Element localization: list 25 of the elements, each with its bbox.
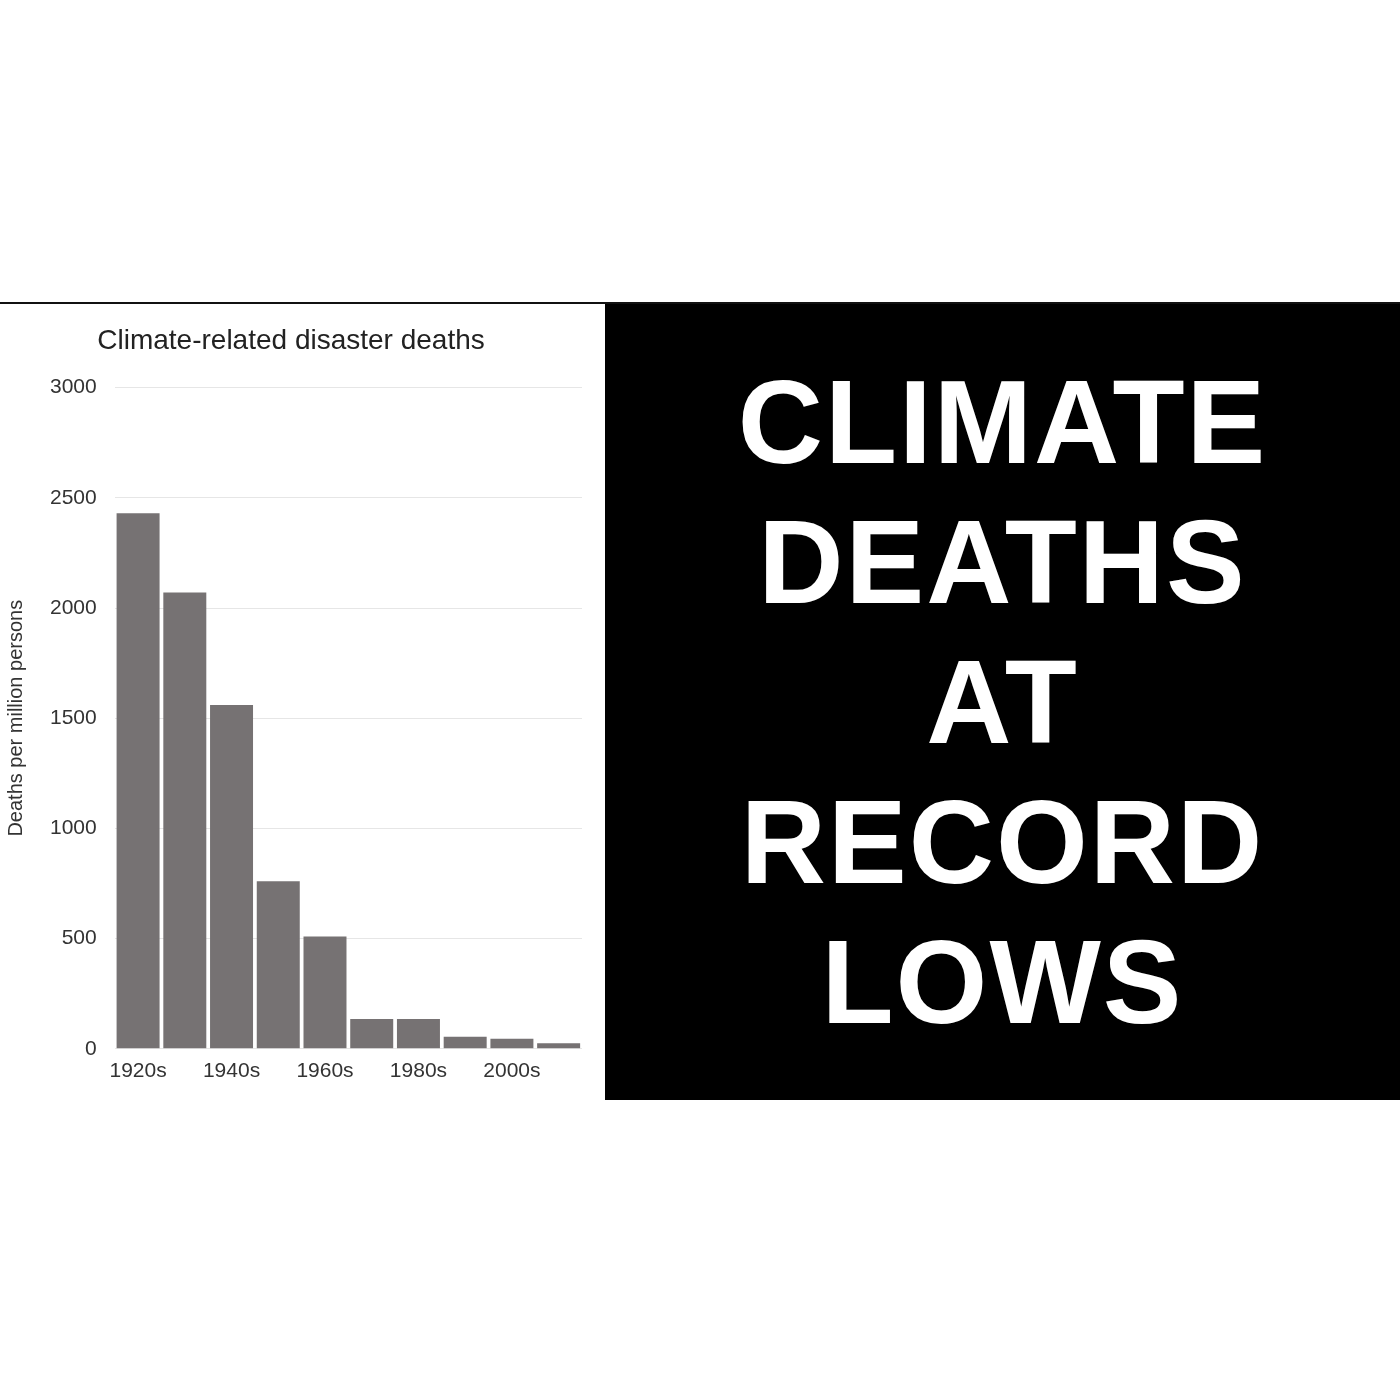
chart-title: Climate-related disaster deaths xyxy=(97,323,485,355)
bar xyxy=(256,881,300,1049)
bar xyxy=(116,513,160,1049)
y-tick-label: 3000 xyxy=(50,374,97,398)
bar xyxy=(396,1019,440,1049)
x-tick-label: 1960s xyxy=(296,1058,354,1082)
y-tick-label: 2500 xyxy=(50,484,97,508)
y-tick-label: 500 xyxy=(61,925,97,949)
bar xyxy=(210,704,254,1049)
bar xyxy=(490,1038,534,1049)
x-tick-label: 2000s xyxy=(483,1058,541,1082)
bar xyxy=(163,592,207,1049)
y-tick-label: 0 xyxy=(85,1035,97,1059)
bar xyxy=(303,936,347,1049)
y-tick-label: 1000 xyxy=(50,815,97,839)
y-axis-title: Deaths per million persons xyxy=(3,599,26,837)
x-tick-label: 1920s xyxy=(109,1058,167,1082)
bar xyxy=(537,1043,581,1049)
x-tick-label: 1940s xyxy=(202,1058,261,1082)
text: CLIMATE DEATHS AT RECORD LOWS xyxy=(737,355,1268,1050)
x-tick-label: 1980s xyxy=(389,1058,448,1082)
bar xyxy=(350,1019,394,1049)
y-tick-label: 2000 xyxy=(50,594,97,618)
y-tick-label: 1500 xyxy=(50,705,97,728)
bar xyxy=(443,1036,487,1049)
